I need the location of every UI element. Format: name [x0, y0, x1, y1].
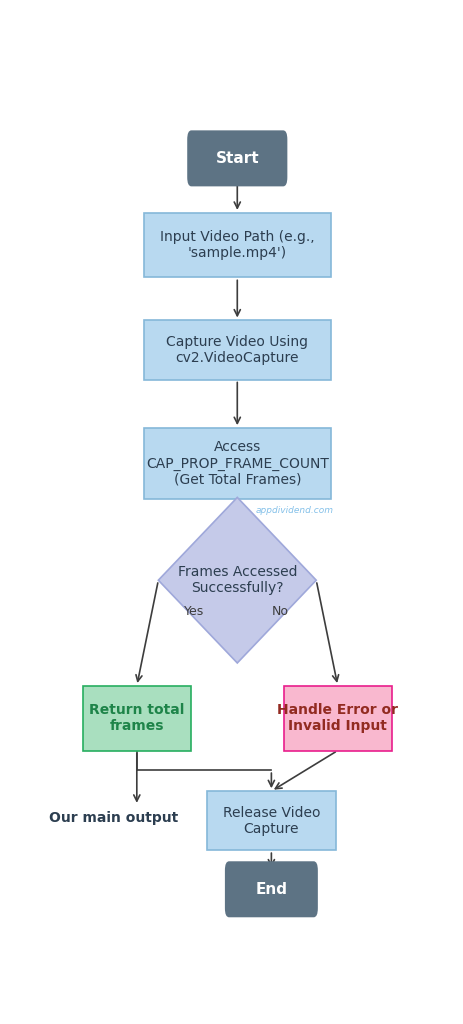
- Bar: [284, 686, 392, 751]
- Text: Input Video Path (e.g.,
'sample.mp4'): Input Video Path (e.g., 'sample.mp4'): [160, 230, 314, 260]
- Polygon shape: [158, 498, 316, 663]
- Text: Handle Error or
Invalid Input: Handle Error or Invalid Input: [277, 703, 398, 733]
- Text: Our main output: Our main output: [49, 811, 178, 825]
- Text: Capture Video Using
cv2.VideoCapture: Capture Video Using cv2.VideoCapture: [166, 335, 308, 366]
- Text: Start: Start: [215, 151, 259, 166]
- Bar: [144, 213, 331, 278]
- Text: Release Video
Capture: Release Video Capture: [223, 806, 320, 836]
- Bar: [207, 792, 336, 850]
- Text: appdividend.com: appdividend.com: [256, 506, 334, 515]
- Text: End: End: [256, 882, 288, 897]
- Text: Frames Accessed
Successfully?: Frames Accessed Successfully?: [177, 565, 297, 595]
- Text: Return total
frames: Return total frames: [89, 703, 184, 733]
- FancyBboxPatch shape: [187, 130, 288, 186]
- FancyBboxPatch shape: [225, 861, 318, 918]
- Bar: [144, 428, 331, 499]
- Bar: [144, 321, 331, 380]
- Text: Yes: Yes: [184, 605, 204, 618]
- Bar: [83, 686, 191, 751]
- Text: Access
CAP_PROP_FRAME_COUNT
(Get Total Frames): Access CAP_PROP_FRAME_COUNT (Get Total F…: [146, 440, 329, 486]
- Text: No: No: [272, 605, 289, 618]
